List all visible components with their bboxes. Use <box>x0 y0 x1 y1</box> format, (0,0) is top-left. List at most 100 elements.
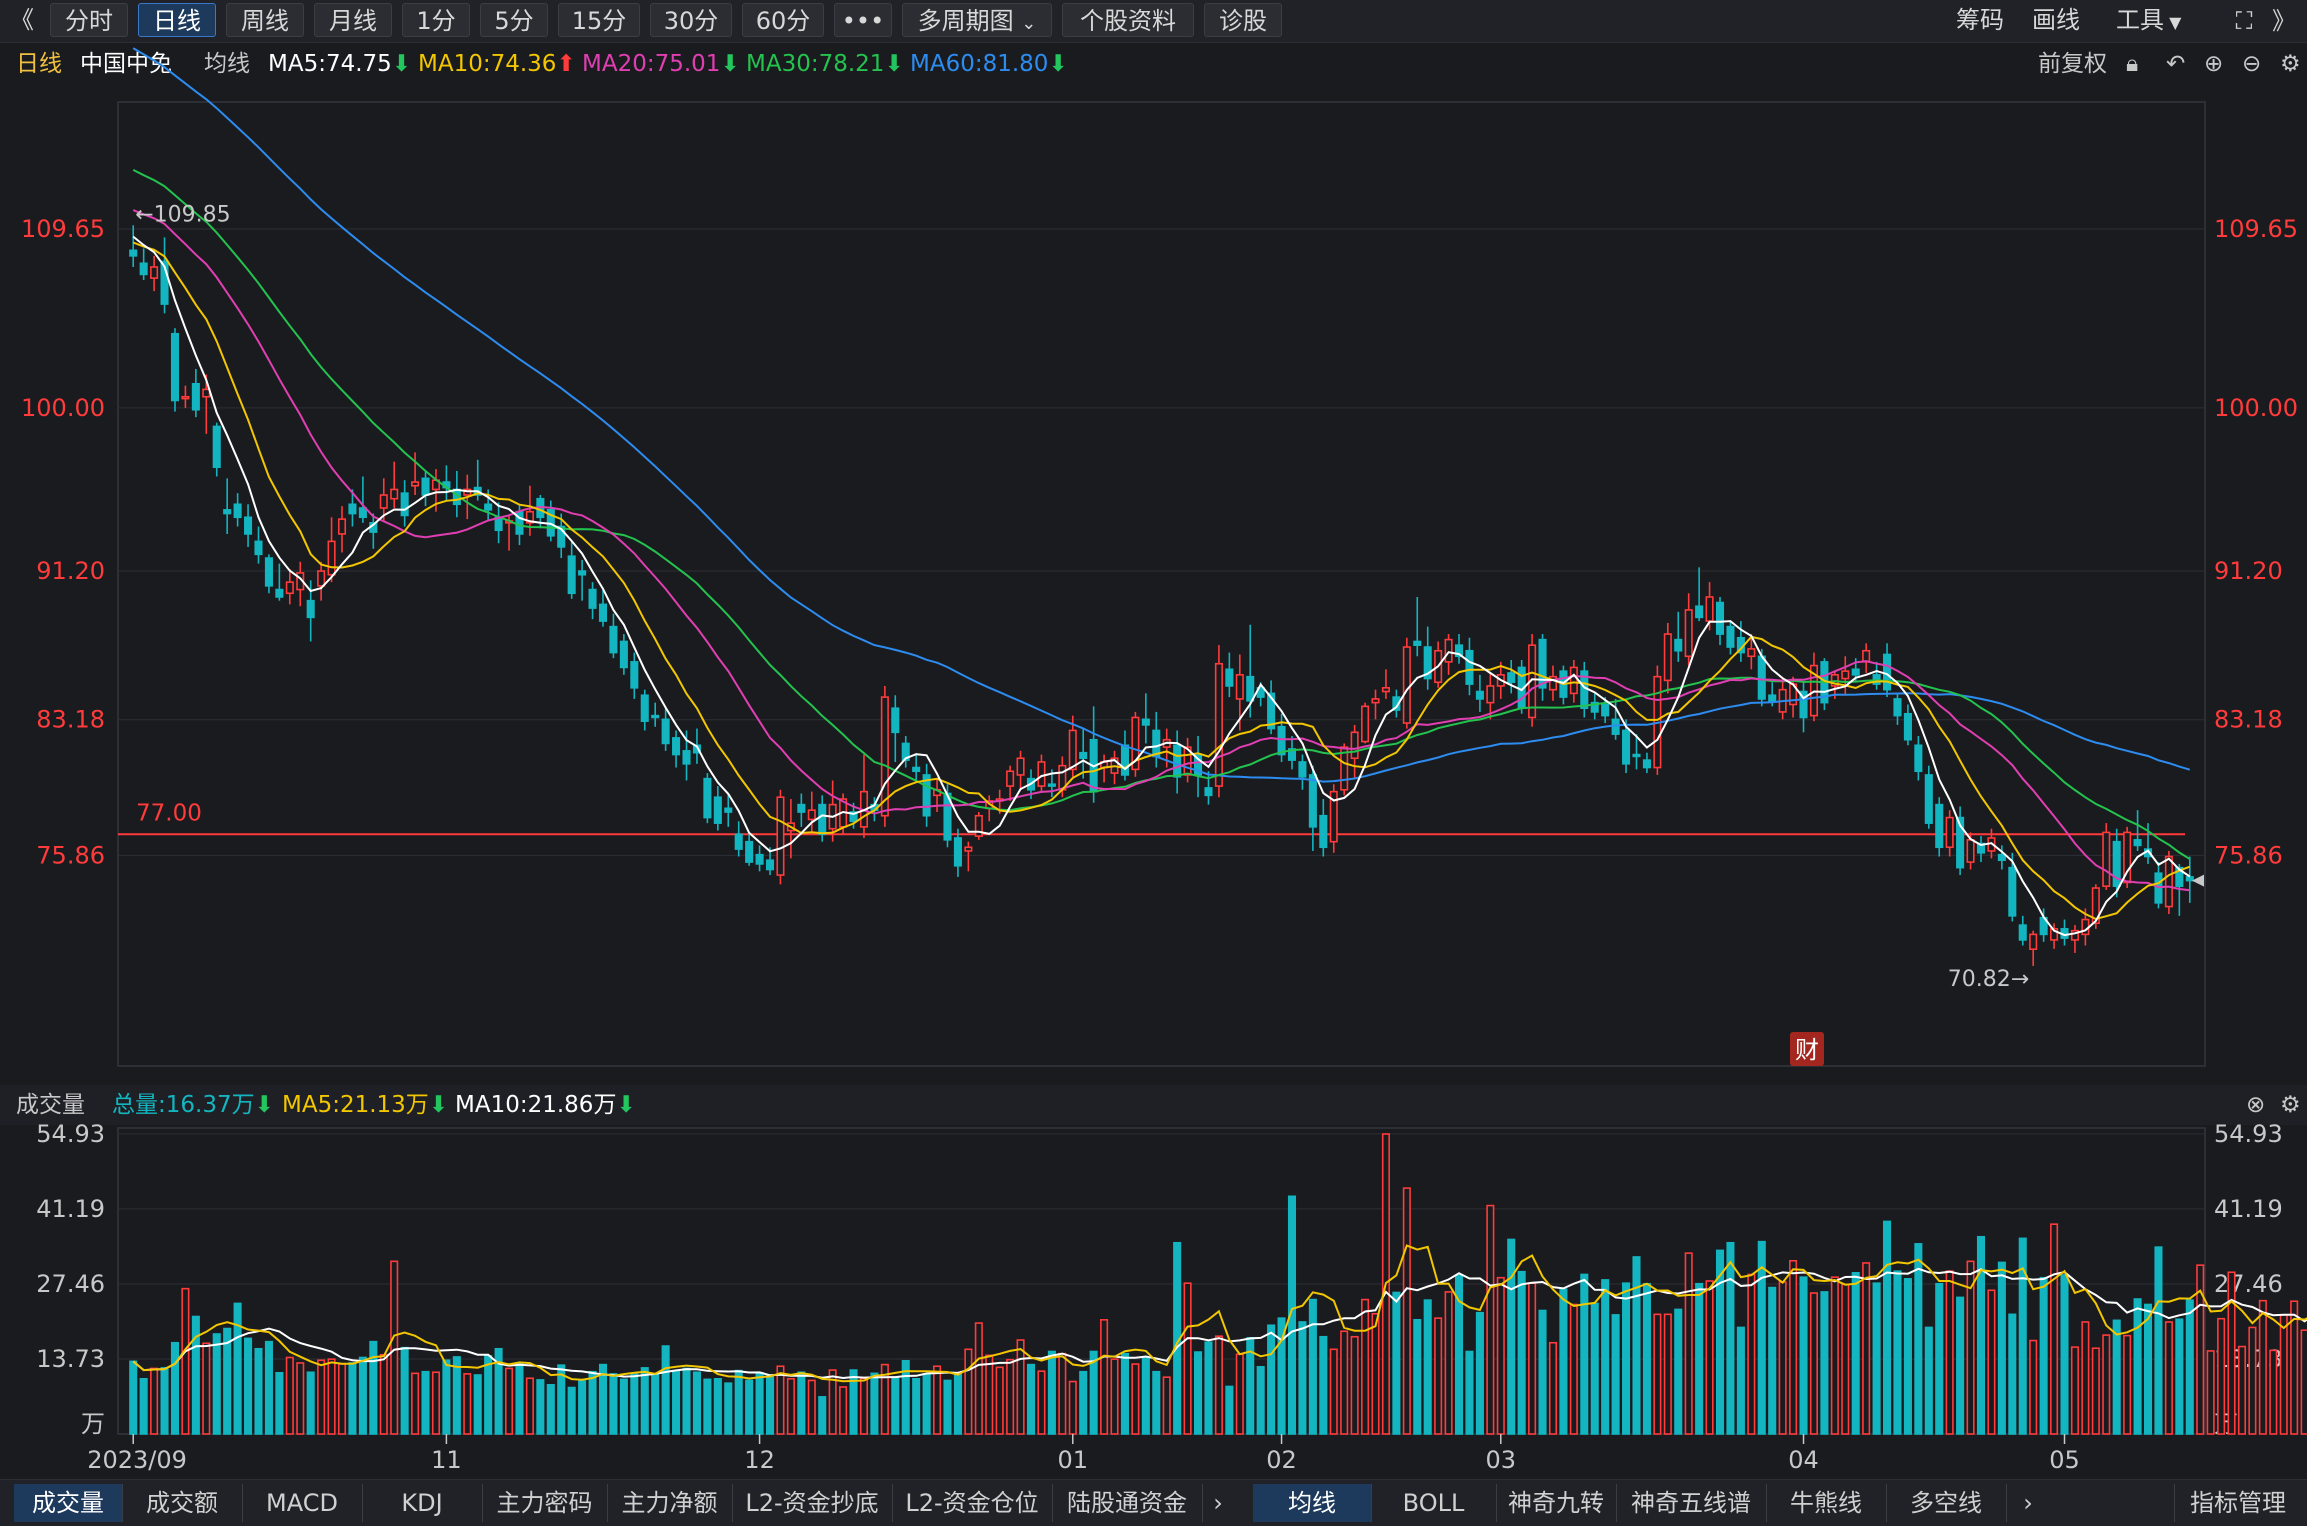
candle <box>1141 693 1150 744</box>
candle <box>1820 658 1829 711</box>
volume-bar <box>1883 1220 1892 1435</box>
volume-bar <box>2279 1314 2288 1435</box>
candle <box>327 517 336 583</box>
volume-bar <box>1152 1370 1161 1435</box>
volume-bar <box>223 1327 232 1435</box>
volume-bar <box>692 1371 701 1435</box>
volume-bar <box>463 1373 472 1435</box>
candle <box>1569 660 1578 703</box>
candle <box>244 504 253 547</box>
volume-tick-right: 41.19 <box>2214 1195 2283 1223</box>
triangle-down-icon: ▼ <box>2164 13 2182 32</box>
tab-boll[interactable]: BOLL <box>1371 1484 1497 1522</box>
tab-bull-bear[interactable]: 牛熊线 <box>1766 1484 1887 1522</box>
period-tab-5min[interactable]: 5分 <box>480 3 548 37</box>
candle-body <box>317 570 326 587</box>
period-tab-daily[interactable]: 日线 <box>138 3 216 37</box>
candle <box>2102 823 2111 890</box>
tab-kdj[interactable]: KDJ <box>362 1484 483 1522</box>
adjust-mode-dropdown[interactable]: 前复权 <box>2038 51 2107 77</box>
chevron-right-icon-2[interactable]: › <box>2023 1489 2033 1517</box>
volume-bar <box>1340 1330 1349 1435</box>
volume-bar <box>828 1369 837 1435</box>
tab-long-short[interactable]: 多空线 <box>1886 1484 2007 1522</box>
candle-body <box>1726 625 1735 648</box>
volume-bar <box>254 1347 263 1435</box>
candle-body <box>139 262 148 276</box>
ma-indicator-label[interactable]: 均线 <box>204 51 250 77</box>
volume-bar <box>807 1379 816 1435</box>
ma5-value: MA5:74.75⬇ <box>268 44 411 84</box>
candle-body <box>1914 744 1923 773</box>
volume-bar <box>1465 1350 1474 1435</box>
stock-name[interactable]: 中国中免 <box>80 51 172 77</box>
candle <box>421 470 430 507</box>
chips-button[interactable]: 筹码 <box>1956 6 2004 34</box>
candle <box>1674 611 1683 662</box>
tab-magic-nine[interactable]: 神奇九转 <box>1496 1484 1617 1522</box>
candle <box>672 730 681 768</box>
tools-dropdown[interactable]: 工具 ▼ <box>2116 3 2181 37</box>
zoom-out-icon[interactable]: ⊖ <box>2242 51 2262 77</box>
candle-body <box>2185 876 2194 882</box>
candle <box>1173 730 1182 794</box>
x-tick-label: 2023/09 <box>87 1446 187 1474</box>
diagnose-button[interactable]: 诊股 <box>1204 3 1282 37</box>
volume-bar <box>515 1363 524 1435</box>
lock-icon[interactable]: 🔒︎ <box>2126 51 2139 77</box>
candle-body <box>557 525 566 548</box>
period-tab-weekly[interactable]: 周线 <box>226 3 304 37</box>
fullscreen-icon[interactable]: ⛶ <box>2235 7 2253 35</box>
volume-bar <box>1862 1262 1871 1435</box>
candle <box>1997 845 2006 870</box>
volume-bar <box>1695 1282 1704 1435</box>
draw-line-button[interactable]: 画线 <box>2032 6 2080 34</box>
volume-bar <box>1037 1370 1046 1435</box>
tab-main-net[interactable]: 主力净额 <box>607 1484 733 1522</box>
ma30-line <box>132 169 2191 860</box>
collapse-panel-icon[interactable]: 》 <box>2272 7 2296 35</box>
tab-main-code[interactable]: 主力密码 <box>482 1484 608 1522</box>
volume-bar <box>2029 1339 2038 1435</box>
indicator-management-button[interactable]: 指标管理 <box>2174 1484 2301 1522</box>
candle <box>2050 923 2059 949</box>
tab-volume[interactable]: 成交量 <box>14 1484 123 1522</box>
volume-bar <box>1924 1326 1933 1435</box>
candle-body <box>264 557 273 587</box>
candle <box>525 485 534 536</box>
stock-profile-button[interactable]: 个股资料 <box>1062 3 1194 37</box>
volume-bar <box>1267 1324 1276 1435</box>
period-tab-monthly[interactable]: 月线 <box>314 3 392 37</box>
more-periods-button[interactable]: ••• <box>834 3 892 37</box>
multi-period-dropdown[interactable]: 多周期图 ⌄ <box>902 3 1052 37</box>
tab-turnover[interactable]: 成交额 <box>122 1484 243 1522</box>
period-tab-1min[interactable]: 1分 <box>402 3 470 37</box>
candle-body <box>1267 692 1276 730</box>
period-tab-30min[interactable]: 30分 <box>650 3 732 37</box>
undo-icon[interactable]: ↶ <box>2166 51 2186 77</box>
period-tab-15min[interactable]: 15分 <box>558 3 640 37</box>
period-tab-fenshi[interactable]: 分时 <box>50 3 128 37</box>
period-tab-60min[interactable]: 60分 <box>742 3 824 37</box>
volume-settings-gear-icon[interactable]: ⚙ <box>2280 1092 2301 1118</box>
tools-label: 工具 <box>2116 6 2164 34</box>
volume-title[interactable]: 成交量 <box>16 1092 85 1118</box>
back-button[interactable]: 《 <box>10 6 34 34</box>
candle-body <box>212 425 221 469</box>
tab-macd[interactable]: MACD <box>242 1484 363 1522</box>
tab-ma[interactable]: 均线 <box>1253 1484 1372 1522</box>
tab-magic-five[interactable]: 神奇五线谱 <box>1616 1484 1767 1522</box>
zoom-in-icon[interactable]: ⊕ <box>2204 51 2224 77</box>
candle-body <box>1674 638 1683 652</box>
kline-chart[interactable]: 109.65 109.65 100.00 100.00 91.20 91.20 83.18 8… <box>0 0 2307 1479</box>
tab-hk-connect[interactable]: 陆股通资金 <box>1052 1484 1203 1522</box>
tab-l2-bottom[interactable]: L2-资金抄底 <box>732 1484 893 1522</box>
settings-gear-icon[interactable]: ⚙ <box>2280 51 2301 77</box>
volume-bar <box>536 1379 545 1435</box>
candle-body <box>755 853 764 865</box>
tab-l2-position[interactable]: L2-资金仓位 <box>892 1484 1053 1522</box>
chevron-right-icon[interactable]: › <box>1213 1489 1223 1517</box>
volume-bar <box>1423 1299 1432 1435</box>
close-panel-icon[interactable]: ⊗ <box>2246 1092 2266 1118</box>
candle-body <box>2018 924 2027 941</box>
